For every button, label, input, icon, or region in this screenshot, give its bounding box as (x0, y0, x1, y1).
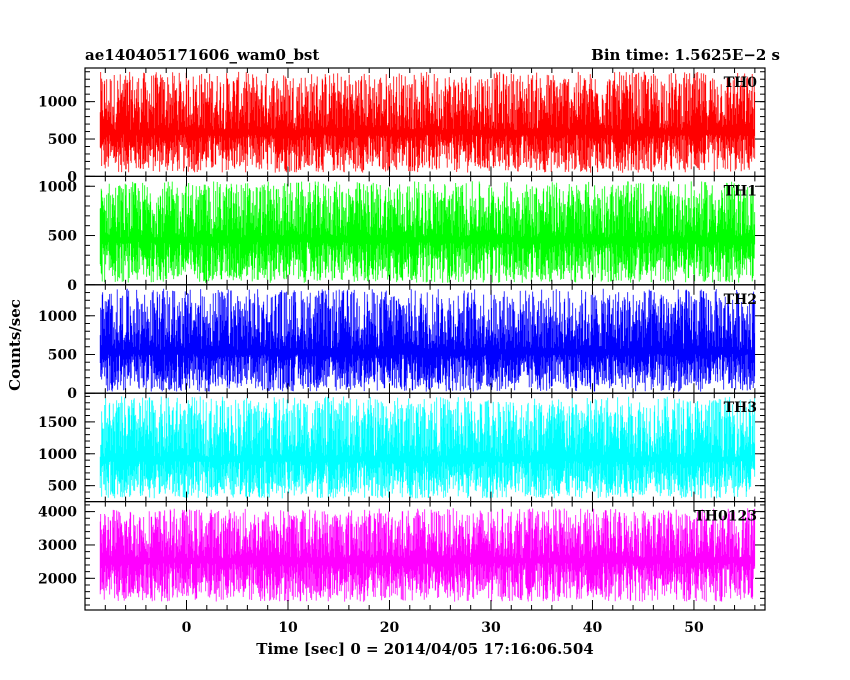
y-tick-label: 3000 (38, 538, 77, 554)
panel-label-th1: TH1 (724, 183, 757, 199)
y-tick-label: 1500 (38, 415, 77, 431)
y-tick-label: 0 (67, 278, 77, 294)
panel-th3: 500 1000 1500 TH3 (38, 392, 766, 503)
y-tick-label: 500 (48, 229, 77, 245)
y-tick-label: 1000 (38, 95, 77, 111)
series-line-th1 (99, 181, 756, 283)
x-axis-label: Time [sec] 0 = 2014/04/05 17:16:06.504 (256, 640, 593, 658)
panel-th2: 0 500 1000 TH2 (38, 284, 766, 402)
panel-th1: 0 500 1000 TH1 (38, 175, 766, 294)
x-tick-label: 30 (481, 620, 501, 636)
series-line-th0123 (99, 508, 756, 602)
series-line-th3 (99, 396, 756, 499)
panel-label-th0123: TH0123 (694, 509, 757, 525)
y-tick-label: 1000 (38, 309, 77, 325)
y-tick-label: 2000 (38, 571, 77, 587)
y-tick-label: 500 (48, 479, 77, 495)
series-line-th2 (99, 288, 756, 392)
panel-th0123: 2000 3000 4000 TH0123 (38, 501, 766, 611)
panel-frame (84, 501, 766, 611)
chart-title-left: ae140405171606_wam0_bst (85, 46, 319, 64)
series-line-th0 (99, 71, 756, 173)
y-tick-label: 500 (48, 347, 77, 363)
panel-label-th0: TH0 (724, 75, 758, 91)
y-tick-label: 1000 (38, 179, 77, 195)
x-tick-label: 40 (583, 620, 603, 636)
x-tick-label: 0 (182, 620, 192, 636)
x-tick-label: 50 (684, 620, 704, 636)
y-tick-label: 1000 (38, 447, 77, 463)
x-tick-label: 20 (380, 620, 400, 636)
panel-label-th3: TH3 (724, 400, 757, 416)
panel-label-th2: TH2 (724, 292, 757, 308)
x-tick-label: 10 (278, 620, 298, 636)
panel-th0: 0 500 1000 TH0 (38, 67, 766, 185)
y-tick-label: 0 (67, 169, 77, 185)
chart-title-right: Bin time: 1.5625E−2 s (591, 46, 780, 64)
y-tick-label: 4000 (38, 505, 77, 521)
y-tick-label: 0 (67, 386, 77, 402)
y-tick-label: 500 (48, 132, 77, 148)
y-axis-label: Counts/sec (6, 299, 24, 391)
